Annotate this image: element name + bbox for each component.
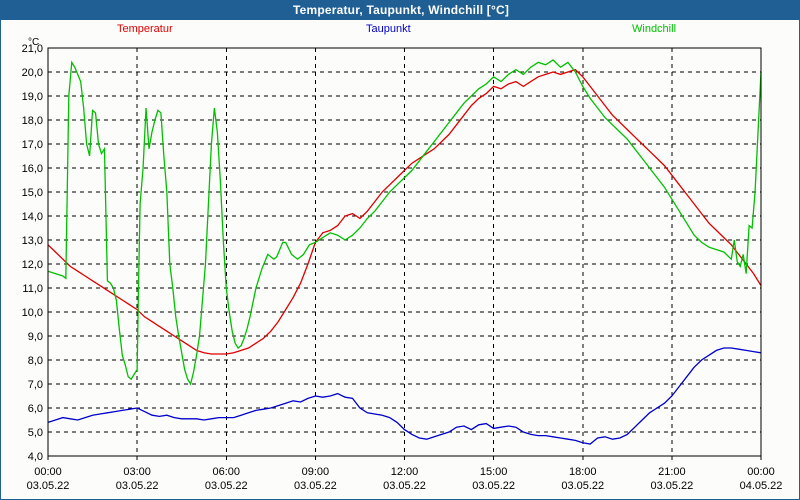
x-tick-date-label: 04.05.22 <box>740 480 783 492</box>
x-tick-date-label: 03.05.22 <box>383 480 426 492</box>
x-tick-date-label: 03.05.22 <box>472 480 515 492</box>
x-tick-date-label: 03.05.22 <box>205 480 248 492</box>
y-tick-label: 18,0 <box>22 115 43 127</box>
y-tick-label: 20,0 <box>22 67 43 79</box>
x-tick-date-label: 03.05.22 <box>27 480 70 492</box>
y-tick-label: 15,0 <box>22 187 43 199</box>
y-tick-label: 16,0 <box>22 163 43 175</box>
x-tick-time-label: 18:00 <box>569 466 597 478</box>
y-tick-label: 12,0 <box>22 259 43 271</box>
y-axis-tick-labels: 21,0 20,0 19,0 18,0 17,0 16,0 15,0 14,0 13,0 12,0… <box>22 43 43 463</box>
y-tick-label: 19,0 <box>22 91 43 103</box>
x-tick-date-label: 03.05.22 <box>294 480 337 492</box>
x-tick-date-label: 03.05.22 <box>116 480 159 492</box>
y-axis-unit-label: °C <box>28 37 40 48</box>
x-tick-time-label: 21:00 <box>658 466 686 478</box>
y-tick-label: 8,0 <box>28 355 43 367</box>
x-tick-time-label: 03:00 <box>123 466 151 478</box>
x-tick-date-label: 03.05.22 <box>561 480 604 492</box>
x-tick-date-label: 03.05.22 <box>650 480 693 492</box>
y-tick-label: 6,0 <box>28 403 43 415</box>
legend-item-taupunkt: Taupunkt <box>366 23 411 35</box>
x-tick-time-label: 12:00 <box>391 466 419 478</box>
y-tick-label: 5,0 <box>28 427 43 439</box>
y-tick-label: 21,0 <box>22 43 43 55</box>
x-axis-tick-labels: 00:00 03.05.22 03:00 03.05.22 06:00 03.05.22 0… <box>27 456 783 492</box>
y-tick-label: 17,0 <box>22 139 43 151</box>
x-tick-time-label: 09:00 <box>302 466 330 478</box>
y-tick-label: 7,0 <box>28 379 43 391</box>
y-tick-label: 9,0 <box>28 331 43 343</box>
series-line-windchill <box>47 59 762 386</box>
series-line-taupunkt <box>47 347 762 445</box>
x-tick-time-label: 06:00 <box>212 466 240 478</box>
y-tick-label: 13,0 <box>22 235 43 247</box>
legend-item-windchill: Windchill <box>632 23 677 35</box>
series-line-temperatur <box>47 68 762 355</box>
x-tick-time-label: 15:00 <box>480 466 508 478</box>
legend-item-temperatur: Temperatur <box>117 23 173 35</box>
y-tick-label: 4,0 <box>28 451 43 463</box>
grid-lines <box>48 47 761 457</box>
y-tick-label: 14,0 <box>22 211 43 223</box>
y-tick-label: 10,0 <box>22 307 43 319</box>
window-title-bar: Temperatur, Taupunkt, Windchill [°C] <box>1 1 799 20</box>
data-series-lines <box>47 59 762 445</box>
x-tick-time-label: 00:00 <box>747 466 775 478</box>
chart-legend: Temperatur Taupunkt Windchill <box>1 22 799 39</box>
x-tick-time-label: 00:00 <box>34 466 62 478</box>
y-tick-label: 11,0 <box>22 283 43 295</box>
